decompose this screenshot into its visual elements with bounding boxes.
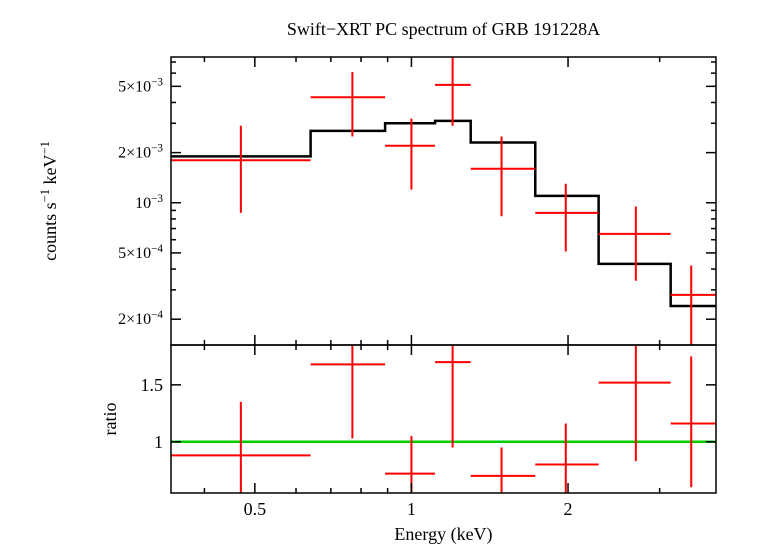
chart-container: Swift−XRT PC spectrum of GRB 191228A 0.5 1… — [0, 0, 758, 556]
bottom-ylabel: ratio — [100, 403, 120, 436]
top-panel-frame — [171, 57, 716, 345]
svg-text:10−3: 10−3 — [135, 193, 163, 212]
svg-text:2×10−4: 2×10−4 — [118, 309, 163, 328]
spectrum-chart: Swift−XRT PC spectrum of GRB 191228A 0.5 1… — [0, 0, 758, 556]
top-panel-content — [171, 57, 716, 345]
model-step-line — [171, 121, 716, 306]
bottom-panel-content — [171, 345, 716, 493]
top-ylabel: counts s−1 keV−1 — [38, 141, 60, 261]
svg-text:Energy (keV): Energy (keV) — [394, 524, 492, 545]
svg-text:1: 1 — [154, 432, 163, 452]
svg-text:0.5: 0.5 — [244, 499, 267, 519]
svg-text:2: 2 — [564, 499, 573, 519]
svg-text:1: 1 — [407, 499, 416, 519]
chart-title: Swift−XRT PC spectrum of GRB 191228A — [287, 19, 600, 39]
svg-text:1.5: 1.5 — [141, 375, 164, 395]
svg-text:5×10−4: 5×10−4 — [118, 243, 163, 262]
svg-text:2×10−3: 2×10−3 — [118, 143, 163, 162]
bottom-panel-frame — [171, 345, 716, 493]
svg-text:5×10−3: 5×10−3 — [118, 76, 163, 95]
